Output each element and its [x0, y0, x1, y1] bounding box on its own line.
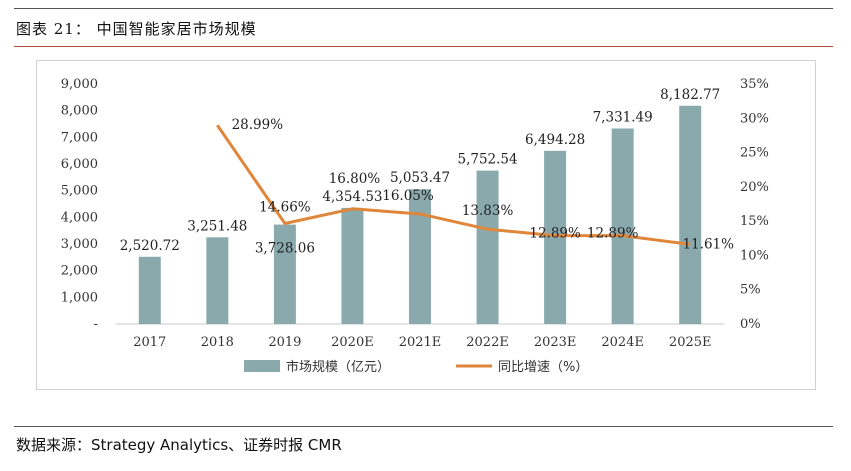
bar-value-label: 8,182.77 [660, 87, 720, 103]
bar [273, 224, 296, 324]
y-right-tick-label: 20% [740, 180, 769, 195]
bar [341, 207, 364, 324]
bar-value-label: 6,494.28 [525, 132, 585, 148]
bar-value-label: 5,752.54 [457, 152, 517, 168]
y-right-tick-label: 5% [740, 283, 761, 298]
growth-line [216, 124, 691, 246]
x-tick-label: 2020E [331, 335, 374, 350]
bar-value-label: 4,354.53 [322, 189, 382, 205]
legend-swatch-bar [244, 360, 280, 372]
x-tick-label: 2023E [534, 335, 577, 350]
line-value-label: 16.80% [329, 171, 381, 187]
figure-title: 图表 21： 中国智能家居市场规模 [16, 20, 257, 38]
bar-value-label: 2,520.72 [120, 238, 180, 254]
chart-panel [36, 60, 816, 390]
y-left-tick-label: 7,000 [61, 130, 98, 145]
y-left-tick-label: 5,000 [61, 184, 98, 199]
y-right-tick-label: 15% [740, 214, 769, 229]
y-right-tick-label: 0% [740, 317, 761, 332]
y-right-tick-label: 10% [740, 248, 769, 263]
line-value-label: 14.66% [259, 199, 311, 215]
bar [409, 189, 431, 324]
x-tick-label: 2019 [268, 335, 301, 350]
bar [544, 150, 567, 324]
bar-value-label: 3,251.48 [187, 218, 247, 234]
x-tick-label: 2017 [133, 335, 166, 350]
market-size-chart: - 1,000 2,000 3,000 4,000 5,000 6,000 7,000 8,00… [61, 77, 769, 375]
y-left-tick-label: 3,000 [61, 237, 98, 252]
x-tick-label: 2018 [201, 335, 234, 350]
y-left-tick-label: - [94, 317, 98, 332]
y-left-tick-label: 9,000 [61, 77, 98, 92]
y-right-tick-label: 30% [740, 111, 769, 126]
title-underline [14, 46, 833, 47]
figure-source: 数据来源：Strategy Analytics、证券时报 CMR [16, 436, 342, 454]
x-tick-label: 2025E [669, 335, 712, 350]
bar-value-label: 5,053.47 [390, 170, 450, 186]
x-tick-label: 2021E [399, 335, 442, 350]
bar [476, 170, 499, 324]
x-tick-label: 2024E [601, 335, 644, 350]
y-right-tick-label: 35% [740, 77, 769, 92]
y-left-tick-label: 2,000 [61, 264, 98, 279]
bottom-rule [14, 426, 833, 427]
bar-value-label: 3,728.06 [255, 241, 315, 257]
top-rule [14, 8, 833, 9]
bar [679, 105, 702, 324]
line-value-label: 16.05% [382, 188, 434, 204]
line-value-label: 28.99% [232, 117, 284, 133]
line-value-label: 12.89% [587, 226, 639, 242]
y-left-tick-label: 1,000 [61, 290, 98, 305]
x-tick-label: 2022E [466, 335, 509, 350]
line-value-label: 13.83% [462, 203, 514, 219]
bar [206, 237, 229, 324]
bar [138, 256, 161, 324]
legend-label-line: 同比增速（%） [498, 360, 588, 375]
y-left-tick-label: 8,000 [61, 104, 98, 119]
bar [611, 128, 634, 324]
y-left-tick-label: 4,000 [61, 210, 98, 225]
bar-value-label: 7,331.49 [593, 109, 653, 125]
legend-label-bar: 市场规模（亿元） [286, 359, 390, 375]
line-value-label: 12.89% [529, 226, 581, 242]
y-left-tick-label: 6,000 [61, 157, 98, 172]
line-value-label: 11.61% [682, 236, 734, 252]
y-right-tick-label: 25% [740, 146, 769, 161]
